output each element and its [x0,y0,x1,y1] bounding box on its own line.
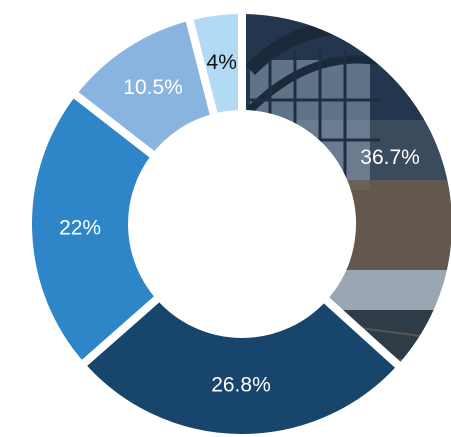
slice [75,291,407,437]
slice [183,5,246,123]
slice [24,87,166,372]
slice [238,5,451,374]
value-label: 36.7% [360,146,420,169]
value-label: 4% [207,51,237,74]
value-label: 22% [59,217,101,240]
slices: 36.7% 26.8% 22% 10.5% 4% [24,5,451,437]
value-label: 10.5% [123,76,183,99]
value-label: 26.8% [211,374,271,397]
